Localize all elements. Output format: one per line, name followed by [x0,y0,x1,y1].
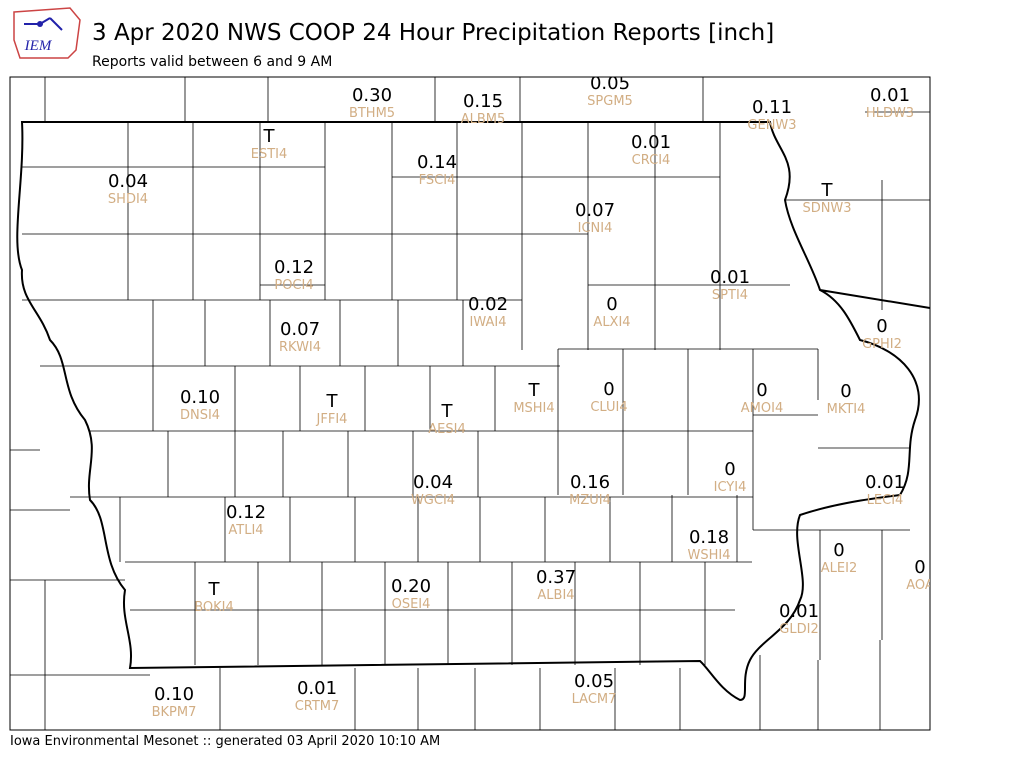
station-value: 0.07 [280,319,320,340]
map-lines [10,77,930,730]
station-id: SHDI4 [108,192,148,207]
station-id: ALXI4 [593,315,630,330]
station-id: BOKI4 [194,600,234,615]
station-value: 0.05 [574,671,614,692]
station-value: 0.11 [752,97,792,118]
station-value: T [821,180,834,201]
station-id: WSHI4 [688,548,731,563]
station-value: 0 [876,316,887,337]
station-id: RKWI4 [279,340,321,355]
station-value: 0.02 [468,294,508,315]
station-id: GPHI2 [862,337,902,352]
station-id: LECI4 [867,493,904,508]
station-value: 0.10 [180,387,220,408]
station-id: POCI4 [274,278,313,293]
station-id: ALEI2 [821,561,857,576]
station-value: 0.05 [590,73,630,94]
station-value: 0.12 [226,502,266,523]
station-value: 0 [833,540,844,561]
logo-text: IEM [24,38,53,54]
station-value: 0.18 [689,527,729,548]
station-id: CRCI4 [632,153,671,168]
station-id: DNSI4 [180,408,220,423]
station-id: AMOI4 [741,401,783,416]
station-value: T [208,579,221,600]
station-value: 0.10 [154,684,194,705]
station-id: CRTM7 [295,699,340,714]
station-id: HLDW3 [866,106,914,121]
station-value: 0 [724,459,735,480]
station-id: MZUI4 [569,493,611,508]
state-boundary [16,121,930,702]
station-value: 0.04 [108,171,148,192]
station-value: 0.30 [352,85,392,106]
station-value: 0.01 [710,267,750,288]
station-value: 0 [603,379,614,400]
station-id: SPTI4 [712,288,748,303]
subtitle: Reports valid between 6 and 9 AM [92,54,332,70]
station-value: 0.07 [575,200,615,221]
station-id: BKPM7 [152,705,197,720]
station-value: T [441,401,454,422]
station-id: MKTI4 [827,402,866,417]
station-value: 0.14 [417,152,457,173]
station-value: 0.01 [297,678,337,699]
station-value: 0.12 [274,257,314,278]
station-value: 0.01 [631,132,671,153]
station-value: 0 [914,557,925,578]
station-value: 0.01 [865,472,905,493]
station-id: ALBM5 [461,112,506,127]
station-id: OSEI4 [392,597,431,612]
station-value: 0 [756,380,767,401]
station-id: BTHM5 [349,106,395,121]
station-id: ESTI4 [251,147,288,162]
station-value: T [326,391,339,412]
station-id: AESI4 [428,422,465,437]
map-frame [9,76,931,731]
station-id: WGCI4 [411,493,455,508]
station-id: ALBI4 [537,588,574,603]
station-value: 0 [606,294,617,315]
station-id: ICYI4 [714,480,747,495]
station-id: SDNW3 [802,201,851,216]
county-lines [10,77,930,730]
station-id: SPGM5 [587,94,633,109]
station-id: FSCI4 [419,173,456,188]
station-id: AOA [906,578,934,593]
station-value: 0 [840,381,851,402]
station-id: CLUI4 [590,400,627,415]
station-value: 0.16 [570,472,610,493]
station-value: T [263,126,276,147]
station-value: 0.37 [536,567,576,588]
station-value: 0.20 [391,576,431,597]
station-id: GENW3 [747,118,796,133]
station-value: 0.01 [779,601,819,622]
station-id: ICNI4 [578,221,613,236]
station-value: T [528,380,541,401]
station-id: IWAI4 [470,315,507,330]
footer: Iowa Environmental Mesonet :: generated … [10,734,440,749]
station-id: JFFI4 [316,412,348,427]
station-id: GLDI2 [779,622,818,637]
station-id: LACM7 [572,692,617,707]
logo: IEM [13,7,81,59]
station-id: ATLI4 [228,523,263,538]
station-id: MSHI4 [513,401,554,416]
station-value: 0.04 [413,472,453,493]
title: 3 Apr 2020 NWS COOP 24 Hour Precipitatio… [92,20,774,46]
station-value: 0.15 [463,91,503,112]
station-value: 0.01 [870,85,910,106]
